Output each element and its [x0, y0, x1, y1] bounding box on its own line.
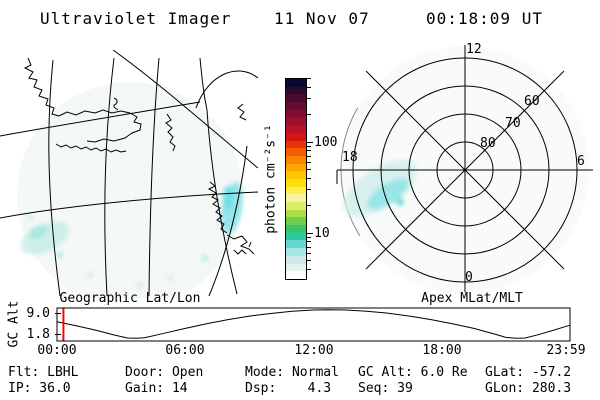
status-ip: IP: 36.0 [8, 381, 71, 396]
mlat-60-label: 60 [524, 94, 540, 109]
polar-caption: Apex MLat/MLT [421, 291, 523, 306]
status-dsp: Dsp: 4.3 [245, 381, 332, 396]
app-title: Ultraviolet Imager [40, 9, 232, 28]
orbit-strip-chart [55, 307, 571, 342]
mlt-18-label: 18 [342, 150, 358, 165]
ytick-9: 9.0 [26, 306, 50, 321]
map-caption: Geographic Lat/Lon [59, 291, 201, 306]
orbit-altitude-curve [56, 309, 571, 339]
xtick-0600: 06:00 [165, 343, 205, 358]
mlt-0-label: 0 [465, 270, 473, 285]
coastlines [23, 57, 255, 255]
status-seq: Seq: 39 [358, 381, 413, 396]
lat-lon-grid [0, 50, 259, 297]
colorbar-tick-label: 100 [314, 135, 338, 150]
mlt-12-label: 12 [466, 42, 482, 57]
polar-plot [336, 45, 593, 294]
status-gc-alt: GC Alt: 6.0 Re [358, 365, 468, 380]
mlt-6-label: 6 [577, 154, 585, 169]
xtick-1800: 18:00 [422, 343, 462, 358]
xtick-0000: 00:00 [37, 343, 77, 358]
status-mode: Mode: Normal [245, 365, 339, 380]
time-label: 00:18:09 UT [426, 9, 543, 28]
status-door: Door: Open [125, 365, 204, 380]
status-gain: Gain: 14 [125, 381, 188, 396]
colorbar [285, 78, 307, 280]
status-glon: GLon: 280.3 [485, 381, 572, 396]
xtick-1200: 12:00 [294, 343, 334, 358]
mlat-80-label: 80 [480, 136, 496, 151]
colorbar-tick-label: 10 [314, 226, 330, 241]
geographic-map [0, 50, 259, 298]
mlat-70-label: 70 [505, 116, 521, 131]
date-label: 11 Nov 07 [274, 9, 370, 28]
status-flt: Flt: LBHL [8, 365, 79, 380]
uv-airglow-disk [17, 82, 243, 298]
xtick-2359: 23:59 [546, 343, 586, 358]
status-glat: GLat: -57.2 [485, 365, 572, 380]
orbit-ylabel: GC Alt [6, 300, 22, 348]
polar-grid [336, 45, 593, 292]
colorbar-unit-label: photon cm⁻²s⁻¹ [263, 124, 279, 234]
ytick-1-8: 1.8 [26, 327, 50, 342]
